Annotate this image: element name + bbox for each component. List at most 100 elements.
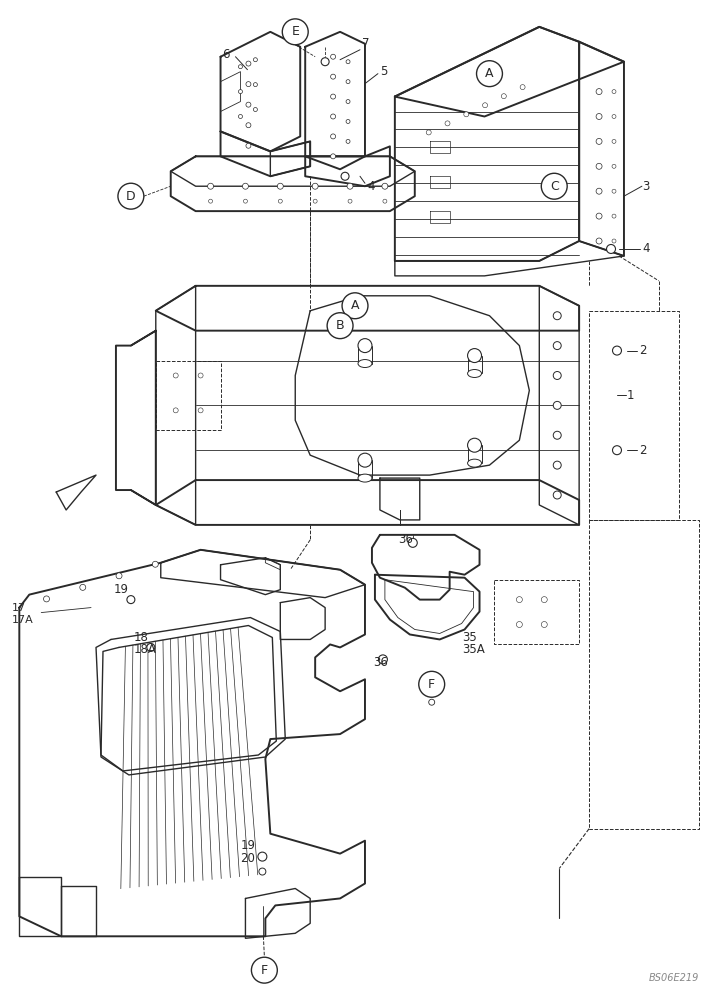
Circle shape: [173, 408, 178, 413]
Circle shape: [346, 60, 350, 64]
Circle shape: [312, 183, 318, 189]
Circle shape: [331, 74, 336, 79]
Circle shape: [596, 163, 602, 169]
Circle shape: [346, 100, 350, 104]
Circle shape: [127, 596, 135, 604]
Circle shape: [612, 446, 621, 455]
Circle shape: [259, 868, 266, 875]
Text: A: A: [485, 67, 494, 80]
Circle shape: [253, 83, 257, 87]
Text: C: C: [550, 180, 558, 193]
Circle shape: [118, 183, 144, 209]
Text: 35: 35: [463, 631, 478, 644]
Circle shape: [116, 573, 122, 579]
Text: 6: 6: [223, 48, 230, 61]
Circle shape: [277, 183, 284, 189]
Text: 4: 4: [642, 242, 649, 255]
Text: 3: 3: [642, 180, 649, 193]
Ellipse shape: [468, 370, 482, 377]
Text: F: F: [261, 964, 268, 977]
Circle shape: [253, 58, 257, 62]
Circle shape: [553, 372, 561, 379]
Circle shape: [342, 293, 368, 319]
Circle shape: [246, 123, 251, 128]
Circle shape: [346, 139, 350, 143]
Text: 4: 4: [367, 180, 374, 193]
Circle shape: [327, 313, 353, 339]
Circle shape: [238, 115, 243, 118]
Circle shape: [612, 164, 616, 168]
Circle shape: [331, 94, 336, 99]
Text: 18A: 18A: [134, 643, 157, 656]
Text: A: A: [351, 299, 359, 312]
Circle shape: [79, 584, 86, 590]
Circle shape: [238, 65, 243, 69]
Circle shape: [331, 134, 336, 139]
Circle shape: [408, 538, 417, 547]
Circle shape: [477, 61, 503, 87]
Text: 35A: 35A: [463, 643, 485, 656]
Circle shape: [243, 183, 248, 189]
Circle shape: [596, 138, 602, 144]
Circle shape: [501, 94, 506, 99]
Text: 19: 19: [241, 839, 256, 852]
Circle shape: [346, 119, 350, 123]
Circle shape: [468, 349, 482, 363]
Circle shape: [553, 491, 561, 499]
Circle shape: [541, 597, 547, 603]
Circle shape: [419, 671, 445, 697]
Circle shape: [379, 655, 387, 664]
Circle shape: [282, 19, 308, 45]
Circle shape: [596, 238, 602, 244]
Circle shape: [251, 957, 277, 983]
Text: 20: 20: [241, 852, 256, 865]
Circle shape: [596, 114, 602, 119]
Circle shape: [483, 103, 488, 108]
Text: E: E: [291, 25, 299, 38]
Circle shape: [553, 312, 561, 320]
Circle shape: [279, 199, 282, 203]
Circle shape: [198, 408, 203, 413]
Text: 7: 7: [362, 37, 369, 50]
Circle shape: [313, 199, 317, 203]
Text: BS06E219: BS06E219: [648, 973, 699, 983]
Text: 19: 19: [114, 583, 129, 596]
Text: 18: 18: [134, 631, 149, 644]
Circle shape: [246, 102, 251, 107]
Circle shape: [321, 58, 329, 66]
Circle shape: [520, 85, 525, 90]
Text: 2: 2: [639, 344, 647, 357]
Circle shape: [516, 622, 523, 628]
Text: 36: 36: [398, 533, 412, 546]
Circle shape: [541, 173, 567, 199]
Text: 2: 2: [639, 444, 647, 457]
Circle shape: [596, 89, 602, 95]
Text: 36: 36: [373, 656, 388, 669]
Circle shape: [612, 239, 616, 243]
Circle shape: [246, 82, 251, 87]
Circle shape: [429, 699, 435, 705]
Circle shape: [541, 622, 547, 628]
Text: F: F: [428, 678, 435, 691]
Ellipse shape: [468, 459, 482, 467]
Circle shape: [553, 401, 561, 409]
Circle shape: [606, 244, 616, 253]
Ellipse shape: [358, 360, 372, 368]
Circle shape: [383, 199, 387, 203]
Circle shape: [553, 431, 561, 439]
Polygon shape: [56, 475, 96, 510]
Circle shape: [44, 596, 49, 602]
Text: 17: 17: [11, 603, 26, 613]
Circle shape: [331, 114, 336, 119]
Circle shape: [208, 183, 213, 189]
Circle shape: [445, 121, 450, 126]
Circle shape: [516, 597, 523, 603]
Text: D: D: [126, 190, 136, 203]
Circle shape: [612, 189, 616, 193]
Circle shape: [612, 90, 616, 94]
Circle shape: [153, 561, 158, 567]
Circle shape: [173, 373, 178, 378]
Circle shape: [347, 183, 353, 189]
Text: 5: 5: [380, 65, 387, 78]
Circle shape: [341, 172, 349, 180]
